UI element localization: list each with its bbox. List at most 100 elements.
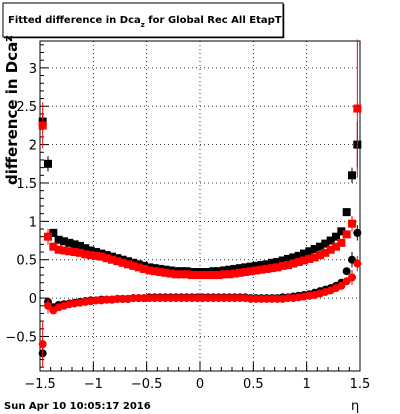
data-point-red: [348, 269, 356, 286]
x-axis-label: η: [351, 399, 359, 414]
data-point-red: [124, 260, 132, 269]
data-point-black: [284, 254, 292, 263]
data-point-black: [230, 264, 239, 273]
square-marker: [289, 259, 298, 268]
data-point-red: [172, 270, 180, 279]
square-marker: [193, 271, 202, 280]
y-tick-label: 2.5: [16, 100, 37, 115]
square-marker: [188, 271, 196, 280]
title-frame: [2, 2, 284, 38]
data-point-black: [70, 240, 79, 249]
data-point-red: [150, 267, 159, 276]
square-marker: [236, 268, 244, 277]
y-tick-label: 2: [29, 139, 37, 154]
square-marker: [145, 266, 154, 275]
data-point-red: [348, 215, 356, 232]
square-marker: [278, 261, 287, 270]
data-point-red: [246, 267, 255, 276]
data-point-black: [225, 265, 234, 274]
x-tick-label: 0: [196, 377, 204, 392]
square-marker: [49, 228, 58, 237]
square-marker: [198, 271, 207, 280]
square-marker: [70, 248, 79, 257]
square-marker: [220, 270, 228, 279]
date-stamp: Sun Apr 10 10:05:17 2016: [4, 401, 151, 412]
data-point-black: [353, 225, 362, 241]
square-marker: [230, 269, 239, 278]
x-tick-labels: −1.5 −1 −0.5 0 0.5 1 1.5: [24, 377, 370, 392]
square-marker: [54, 245, 63, 254]
square-marker: [44, 159, 52, 168]
square-marker: [214, 271, 223, 280]
y-tick-label: 0.5: [16, 254, 37, 269]
square-marker: [236, 264, 244, 273]
data-point-black: [342, 208, 351, 217]
data-point-black: [236, 264, 244, 273]
square-marker: [326, 236, 335, 245]
square-marker: [289, 253, 298, 262]
data-point-black: [241, 263, 250, 272]
data-point-black: [65, 238, 74, 247]
square-marker: [97, 252, 106, 261]
y-tick-labels: −0.5 0 0.5 1 1.5 2 2.5 3: [5, 62, 37, 346]
square-marker: [268, 258, 276, 267]
square-marker: [294, 258, 303, 267]
square-marker: [124, 260, 132, 269]
square-marker: [70, 240, 79, 249]
data-point-red: [140, 264, 148, 273]
square-marker: [284, 261, 292, 270]
data-point-red: [241, 268, 250, 276]
square-marker: [252, 266, 260, 275]
data-point-red: [305, 254, 314, 263]
data-point-red: [252, 266, 260, 275]
data-point-red: [273, 263, 282, 272]
square-marker: [332, 242, 340, 251]
square-marker: [246, 267, 255, 276]
square-marker: [86, 246, 95, 255]
data-point-red: [220, 270, 228, 279]
data-point-red: [70, 248, 79, 257]
data-point-red: [102, 254, 111, 263]
data-point-red: [156, 268, 164, 276]
data-point-red: [97, 252, 106, 261]
data-point-red: [44, 298, 52, 314]
square-marker: [316, 251, 324, 260]
data-point-black: [289, 253, 298, 262]
data-point-black: [342, 267, 351, 276]
square-marker: [326, 245, 335, 254]
data-point-red: [129, 261, 138, 270]
data-point-red: [145, 266, 154, 275]
data-point-red: [209, 271, 218, 280]
data-point-black: [268, 258, 276, 267]
square-marker: [230, 264, 239, 273]
data-point-red: [38, 321, 47, 368]
data-point-black: [332, 232, 340, 241]
data-point-black: [44, 156, 52, 172]
chart-title: Fitted difference in Dcaz for Global Rec…: [8, 15, 282, 29]
square-marker: [268, 264, 276, 273]
data-point-black: [321, 239, 330, 248]
data-point-red: [118, 258, 127, 267]
y-tick-label: 3: [29, 62, 37, 77]
data-point-red: [188, 271, 196, 280]
square-marker: [76, 248, 84, 257]
square-marker: [102, 254, 111, 263]
data-point-black: [76, 241, 84, 250]
data-point-red: [353, 39, 362, 178]
data-point-red: [54, 245, 63, 254]
data-point-red: [332, 242, 340, 251]
square-marker: [172, 270, 180, 279]
data-point-black: [348, 167, 356, 183]
data-point-black: [316, 242, 324, 251]
square-marker: [65, 238, 74, 247]
x-tick-label: 1.5: [350, 377, 371, 392]
data-point-red: [316, 251, 324, 260]
data-point-black: [257, 261, 266, 270]
data-point-red: [294, 258, 303, 267]
data-point-red: [278, 261, 287, 270]
data-point-black: [337, 227, 346, 236]
data-point-black: [86, 246, 95, 255]
data-point-red: [326, 245, 335, 254]
square-marker: [225, 270, 234, 279]
